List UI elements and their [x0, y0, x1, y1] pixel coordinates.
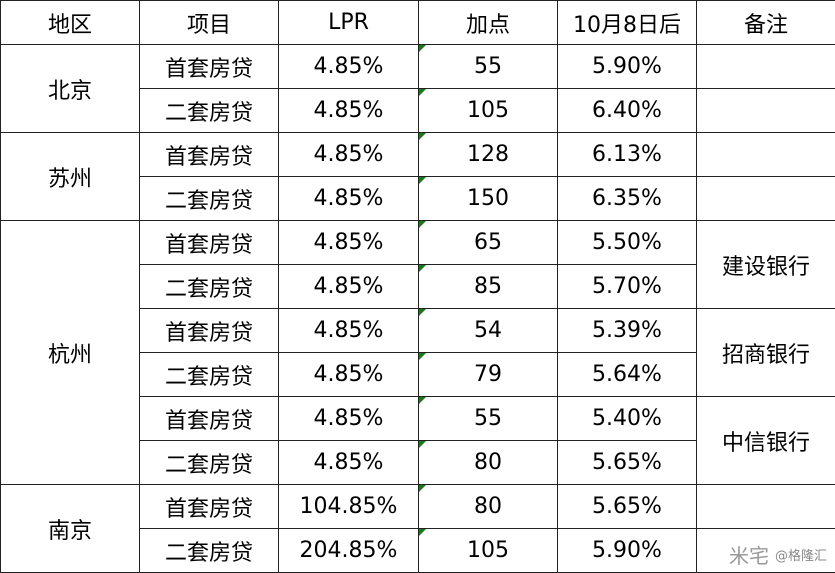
header-cell: LPR	[278, 0, 419, 45]
note-cell	[696, 88, 835, 133]
lpr-cell: 4.85%	[278, 396, 419, 441]
watermark-source: @格隆汇	[774, 549, 827, 564]
lpr-cell: 4.85%	[278, 440, 419, 485]
item-cell: 首套房贷	[139, 132, 279, 177]
spread-cell: 128	[418, 132, 558, 177]
item-cell: 首套房贷	[139, 220, 279, 265]
note-cell: 招商银行	[696, 308, 835, 397]
data-row: 二套房贷 204.85% 105 5.90%	[1, 528, 835, 573]
rate-cell: 5.39%	[557, 308, 697, 353]
spread-cell: 55	[418, 396, 558, 441]
item-cell: 二套房贷	[139, 88, 279, 133]
spread-cell: 80	[418, 440, 558, 485]
rate-cell: 6.13%	[557, 132, 697, 177]
item-cell: 二套房贷	[139, 440, 279, 485]
rate-cell: 5.70%	[557, 264, 697, 309]
spread-cell: 150	[418, 176, 558, 221]
note-cell	[696, 176, 835, 221]
rate-cell: 5.50%	[557, 220, 697, 265]
spread-cell: 55	[418, 44, 558, 89]
spread-cell: 79	[418, 352, 558, 397]
lpr-cell: 4.85%	[278, 44, 419, 89]
header-cell: 备注	[696, 0, 835, 45]
data-row: 杭州 首套房贷 4.85% 65 5.50% 建设银行	[0, 220, 835, 485]
note-cell	[696, 44, 835, 89]
data-row: 苏州 首套房贷 4.85% 128 6.13%	[0, 132, 835, 221]
region-cell: 杭州	[0, 220, 140, 485]
item-cell: 二套房贷	[139, 352, 279, 397]
header-cell: 10月8日后	[557, 0, 697, 45]
item-cell: 首套房贷	[139, 396, 279, 441]
header-row: 地区 项目 LPR 加点 10月8日后 备注	[0, 0, 835, 45]
rate-cell: 5.90%	[557, 44, 697, 89]
spread-cell: 80	[418, 484, 558, 529]
region-cell: 北京	[0, 44, 140, 133]
lpr-cell: 4.85%	[278, 220, 419, 265]
item-cell: 二套房贷	[139, 176, 279, 221]
region-cell: 南京	[0, 484, 140, 573]
region-cell: 苏州	[0, 132, 140, 221]
data-row: 二套房贷 4.85% 150 6.35%	[1, 176, 835, 221]
data-row: 首套房贷 4.85% 54 5.39% 招商银行	[1, 308, 835, 397]
item-cell: 二套房贷	[139, 264, 279, 309]
rate-cell: 6.35%	[557, 176, 697, 221]
spread-cell: 105	[418, 528, 558, 573]
spread-cell: 65	[418, 220, 558, 265]
data-row: 北京 首套房贷 4.85% 55 5.90%	[0, 44, 835, 133]
header-cell: 项目	[139, 0, 279, 45]
data-row: 二套房贷 4.85% 79 5.64%	[1, 352, 835, 397]
watermark-brand: 米宅	[728, 544, 769, 568]
lpr-cell: 4.85%	[278, 308, 419, 353]
lpr-cell: 4.85%	[278, 352, 419, 397]
lpr-cell: 204.85%	[278, 528, 419, 573]
item-cell: 首套房贷	[139, 44, 279, 89]
item-cell: 首套房贷	[139, 484, 279, 529]
lpr-cell: 4.85%	[278, 264, 419, 309]
spread-cell: 54	[418, 308, 558, 353]
note-cell: 建设银行	[696, 220, 835, 309]
watermark: 米宅 @格隆汇	[729, 540, 827, 569]
note-cell	[696, 484, 835, 529]
lpr-cell: 4.85%	[278, 88, 419, 133]
note-cell: 中信银行	[696, 396, 835, 485]
spread-cell: 105	[418, 88, 558, 133]
rate-cell: 6.40%	[557, 88, 697, 133]
rate-cell: 5.64%	[557, 352, 697, 397]
rate-cell: 5.90%	[557, 528, 697, 573]
lpr-cell: 4.85%	[278, 176, 419, 221]
header-cell: 加点	[418, 0, 558, 45]
rate-cell: 5.65%	[557, 440, 697, 485]
rate-cell: 5.65%	[557, 484, 697, 529]
item-cell: 首套房贷	[139, 308, 279, 353]
data-row: 首套房贷 4.85% 55 5.40% 中信银行	[1, 396, 835, 485]
rate-cell: 5.40%	[557, 396, 697, 441]
lpr-cell: 104.85%	[278, 484, 419, 529]
lpr-cell: 4.85%	[278, 132, 419, 177]
spread-cell: 85	[418, 264, 558, 309]
header-cell: 地区	[0, 0, 140, 45]
note-cell	[696, 528, 835, 573]
data-row: 南京 首套房贷 104.85% 80 5.65%	[0, 484, 835, 573]
data-row: 二套房贷 4.85% 105 6.40%	[1, 88, 835, 133]
item-cell: 二套房贷	[139, 528, 279, 573]
note-cell	[696, 132, 835, 177]
